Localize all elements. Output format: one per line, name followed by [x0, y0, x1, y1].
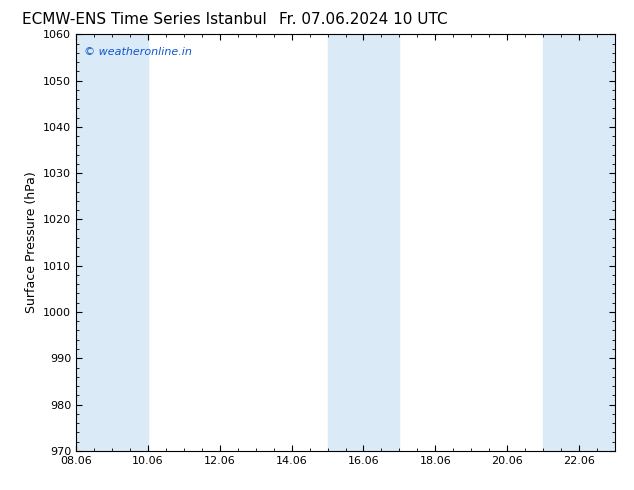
Y-axis label: Surface Pressure (hPa): Surface Pressure (hPa): [25, 172, 37, 314]
Bar: [328, 34, 399, 451]
Bar: [76, 34, 148, 451]
Bar: [543, 34, 615, 451]
Text: Fr. 07.06.2024 10 UTC: Fr. 07.06.2024 10 UTC: [279, 12, 448, 27]
Text: © weatheronline.in: © weatheronline.in: [84, 47, 192, 57]
Text: ECMW-ENS Time Series Istanbul: ECMW-ENS Time Series Istanbul: [22, 12, 266, 27]
